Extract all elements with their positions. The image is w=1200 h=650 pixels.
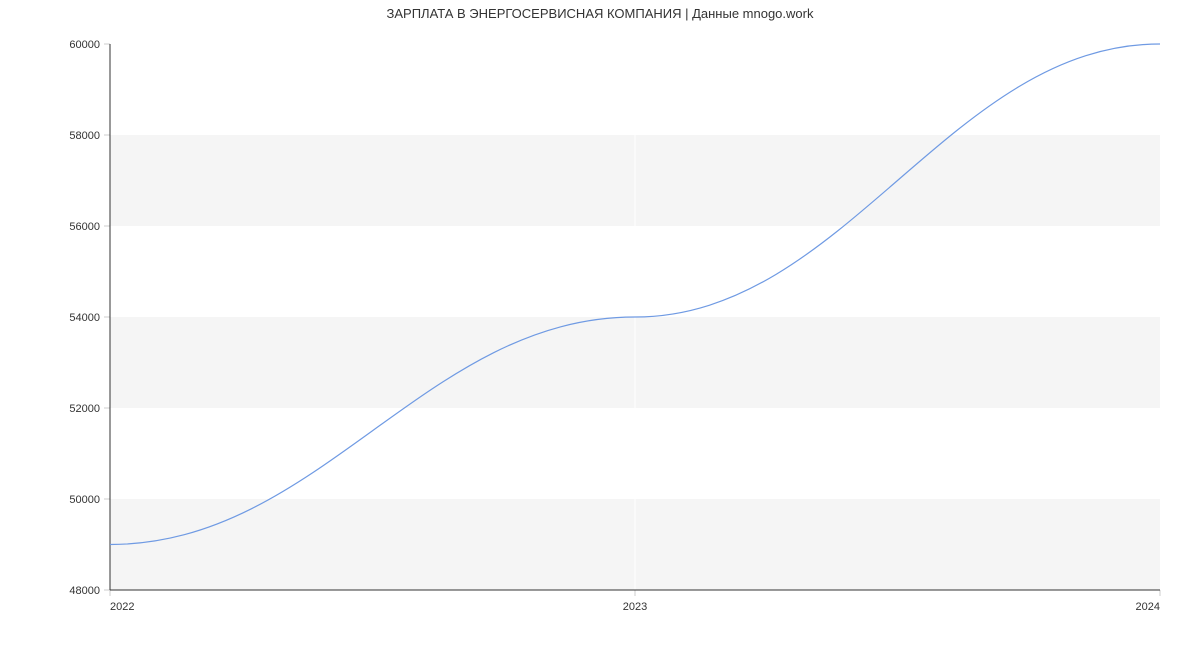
y-tick-label: 48000	[69, 585, 100, 597]
y-tick-label: 56000	[69, 221, 100, 233]
y-tick-label: 50000	[69, 494, 100, 506]
y-tick-label: 60000	[69, 39, 100, 51]
x-tick-label: 2024	[1136, 601, 1160, 613]
salary-line-chart: ЗАРПЛАТА В ЭНЕРГОСЕРВИСНАЯ КОМПАНИЯ | Да…	[0, 0, 1200, 650]
y-tick-label: 54000	[69, 312, 100, 324]
x-tick-label: 2022	[110, 601, 134, 613]
y-tick-label: 52000	[69, 403, 100, 415]
x-tick-label: 2023	[623, 601, 647, 613]
chart-svg: 48000 50000 52000 54000 56000 58000 60000 2022 2…	[0, 0, 1200, 650]
y-tick-label: 58000	[69, 130, 100, 142]
